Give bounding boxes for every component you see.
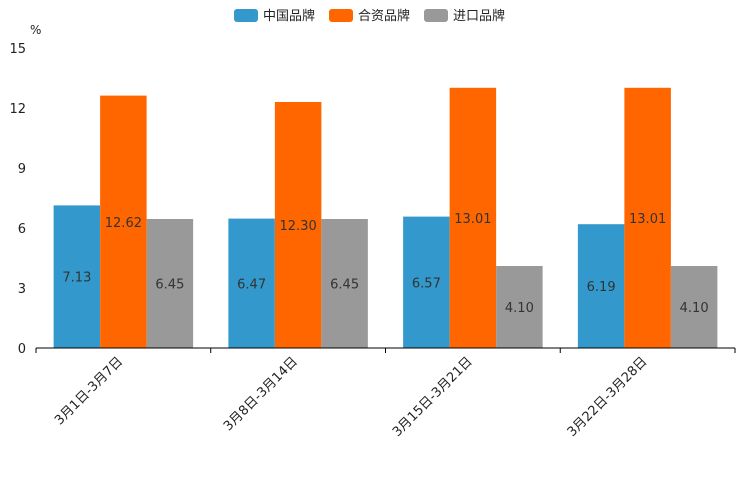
y-tick-label: 12 — [9, 102, 26, 117]
x-axis: 3月1日-3月7日 3月8日-3月14日 3月15日-3月21日 3月22日-3月28… — [35, 348, 736, 440]
y-axis: 0 3 6 9 12 15 — [9, 42, 26, 357]
data-label: 6.47 — [237, 277, 266, 292]
x-category-label: 3月15日-3月21日 — [390, 354, 476, 440]
legend-label: 中国品牌 — [263, 8, 315, 24]
data-label: 6.57 — [412, 276, 441, 291]
bar-1-1 — [53, 205, 101, 348]
bar-2-2 — [274, 102, 322, 348]
y-tick-label: 0 — [18, 342, 26, 357]
x-category-label: 3月8日-3月14日 — [221, 354, 301, 434]
bar-3-1 — [146, 219, 194, 348]
data-label: 7.13 — [62, 271, 91, 286]
data-label: 6.45 — [330, 278, 359, 293]
bar-1-2 — [228, 218, 275, 348]
bar-3-2 — [321, 219, 368, 348]
legend: 中国品牌 合资品牌 进口品牌 — [234, 8, 505, 24]
data-label: 4.10 — [680, 301, 709, 316]
data-labels: 7.13 6.47 6.57 6.19 12.62 12.30 13.01 13.01 6.45… — [62, 212, 708, 316]
legend-label: 合资品牌 — [358, 8, 410, 24]
bar-1-3 — [403, 216, 450, 348]
legend-swatch — [424, 9, 448, 22]
x-category-label: 3月1日-3月7日 — [52, 354, 126, 428]
x-category-label: 3月22日-3月28日 — [565, 354, 651, 440]
legend-swatch — [329, 9, 353, 22]
y-tick-label: 15 — [9, 42, 26, 57]
data-label: 12.30 — [280, 219, 317, 234]
bar-2-4 — [624, 87, 671, 349]
legend-label: 进口品牌 — [453, 8, 505, 24]
bar-3-3 — [496, 266, 543, 348]
data-label: 6.19 — [587, 280, 616, 295]
bar-1-4 — [577, 224, 625, 348]
bars — [53, 87, 718, 349]
bar-2-1 — [100, 95, 147, 348]
data-label: 6.45 — [155, 278, 184, 293]
y-tick-label: 6 — [18, 222, 26, 237]
bar-2-3 — [449, 87, 497, 349]
data-label: 13.01 — [629, 212, 666, 227]
data-label: 13.01 — [454, 212, 491, 227]
legend-swatch — [234, 9, 258, 22]
data-label: 4.10 — [505, 301, 534, 316]
bar-3-4 — [670, 266, 718, 348]
y-tick-label: 3 — [18, 282, 26, 297]
y-axis-unit-label: % — [30, 23, 41, 37]
y-tick-label: 9 — [18, 162, 26, 177]
data-label: 12.62 — [105, 216, 142, 231]
